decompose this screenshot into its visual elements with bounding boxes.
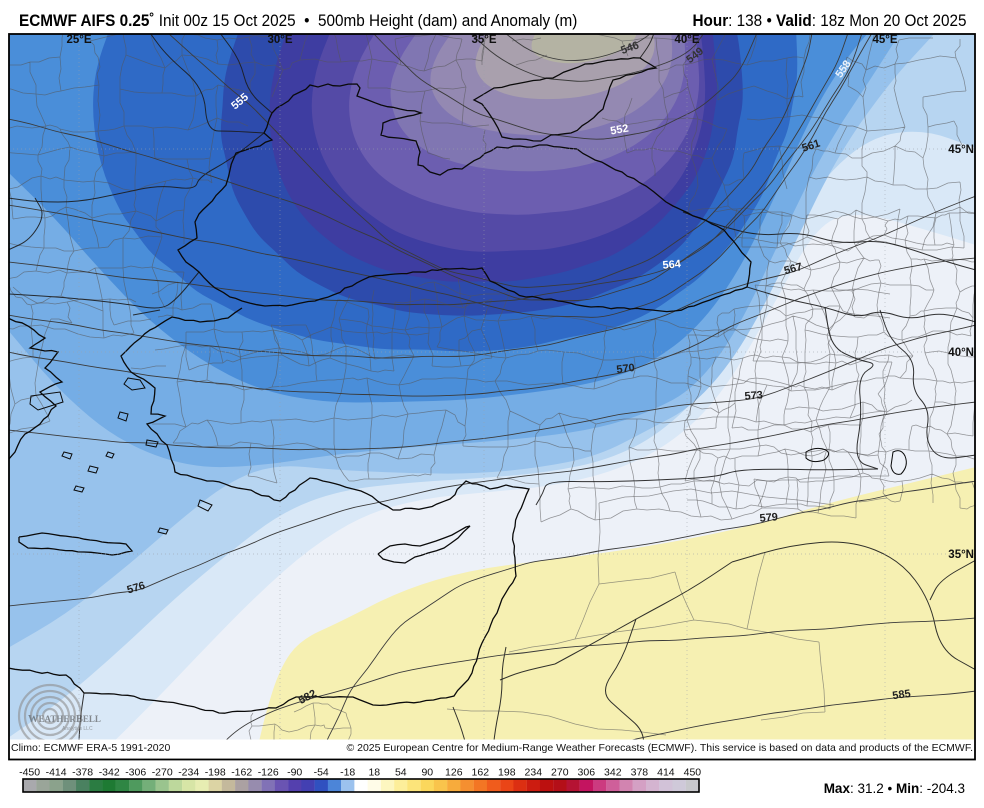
svg-text:-270: -270	[152, 767, 173, 779]
svg-text:-378: -378	[72, 767, 93, 779]
svg-text:342: 342	[604, 767, 622, 779]
svg-text:18: 18	[368, 767, 380, 779]
svg-text:-54: -54	[314, 767, 329, 779]
svg-text:25°E: 25°E	[66, 34, 91, 46]
svg-text:570: 570	[616, 362, 636, 376]
svg-text:306: 306	[578, 767, 596, 779]
svg-text:45°E: 45°E	[872, 34, 897, 46]
svg-text:564: 564	[662, 258, 682, 272]
svg-text:270: 270	[551, 767, 569, 779]
svg-text:546: 546	[619, 39, 640, 57]
svg-text:-234: -234	[178, 767, 199, 779]
svg-text:573: 573	[744, 389, 763, 403]
svg-text:414: 414	[657, 767, 675, 779]
svg-text:40°N: 40°N	[948, 347, 974, 359]
svg-text:162: 162	[472, 767, 490, 779]
svg-text:579: 579	[759, 511, 778, 525]
svg-text:Analytics LLC: Analytics LLC	[62, 726, 93, 732]
svg-text:-18: -18	[340, 767, 355, 779]
svg-text:-306: -306	[125, 767, 146, 779]
svg-text:-414: -414	[46, 767, 67, 779]
svg-text:198: 198	[498, 767, 516, 779]
svg-text:54: 54	[395, 767, 407, 779]
svg-text:378: 378	[631, 767, 649, 779]
svg-text:WEATHERBELL: WEATHERBELL	[28, 714, 101, 725]
svg-text:30°E: 30°E	[267, 34, 292, 46]
svg-text:585: 585	[892, 688, 912, 702]
svg-text:-126: -126	[258, 767, 279, 779]
svg-text:Climo: ECMWF ERA-5 1991-2020: Climo: ECMWF ERA-5 1991-2020	[11, 742, 170, 754]
svg-text:-90: -90	[287, 767, 302, 779]
svg-text:552: 552	[609, 123, 629, 138]
svg-text:35°N: 35°N	[948, 549, 974, 561]
svg-text:40°E: 40°E	[674, 34, 699, 46]
svg-text:-162: -162	[231, 767, 252, 779]
svg-text:-198: -198	[205, 767, 226, 779]
svg-text:126: 126	[445, 767, 463, 779]
svg-text:567: 567	[783, 261, 804, 277]
svg-text:450: 450	[684, 767, 702, 779]
svg-text:-450: -450	[19, 767, 40, 779]
svg-text:234: 234	[525, 767, 543, 779]
svg-text:-342: -342	[99, 767, 120, 779]
svg-text:Max: 31.2 • Min: -204.3: Max: 31.2 • Min: -204.3	[824, 781, 965, 796]
svg-text:90: 90	[421, 767, 433, 779]
svg-text:35°E: 35°E	[471, 34, 496, 46]
svg-text:576: 576	[126, 580, 147, 597]
svg-text:© 2025 European Centre for Med: © 2025 European Centre for Medium-Range …	[346, 742, 973, 754]
svg-text:45°N: 45°N	[948, 144, 974, 156]
svg-text:561: 561	[800, 138, 821, 155]
